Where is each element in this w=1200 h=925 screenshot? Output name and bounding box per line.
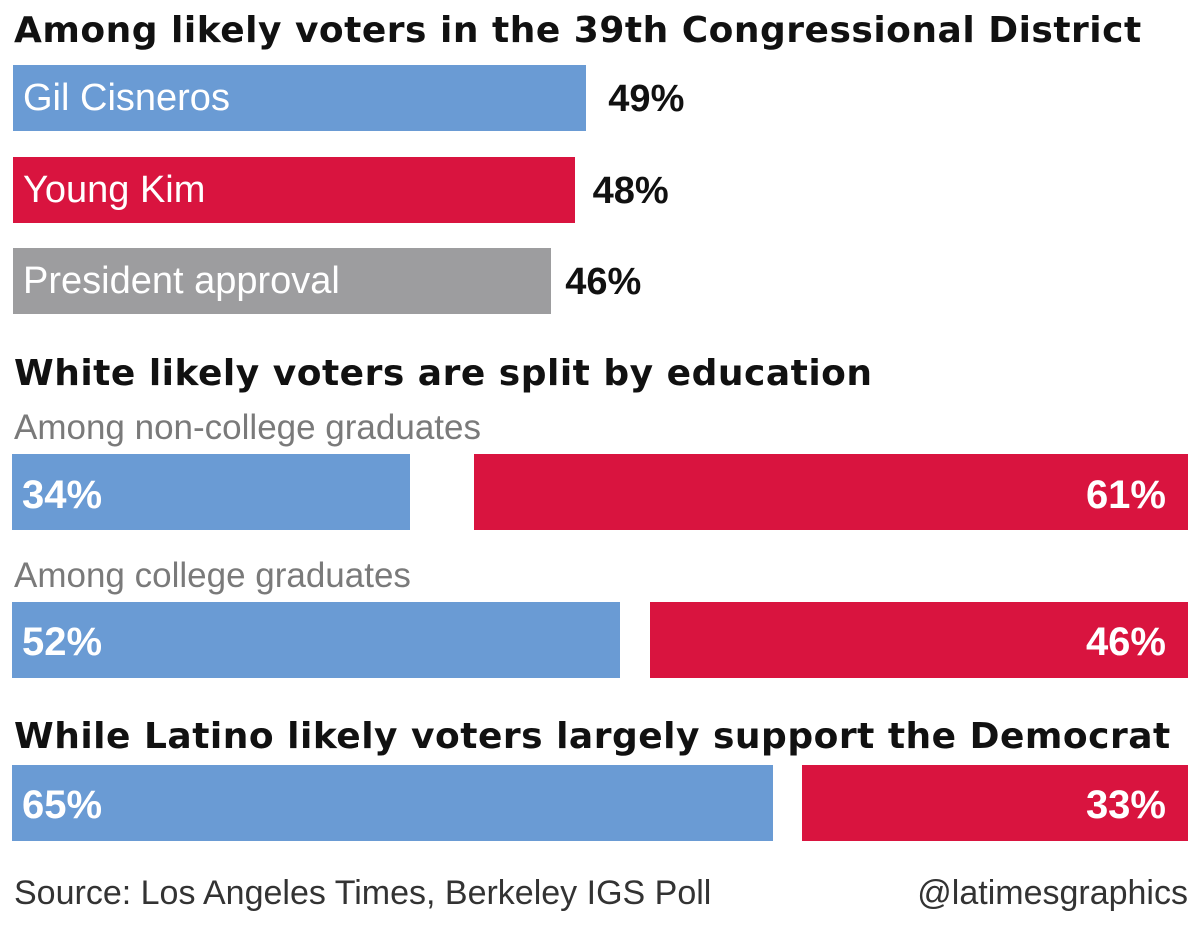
value-college-democrat: 52%: [22, 620, 103, 664]
subtitle-non-college: Among non-college graduates: [14, 408, 481, 447]
value-president-approval: 46%: [565, 261, 642, 303]
bar-label-gil-cisneros: Gil Cisneros: [23, 77, 230, 119]
value-young-kim: 48%: [592, 170, 669, 212]
bar-college-democrat: [12, 602, 621, 678]
bar-president-approval: [13, 248, 552, 314]
bar-non-college-republican: [474, 454, 1188, 530]
section-3-title: While Latino likely voters largely suppo…: [14, 716, 1171, 757]
bar-college-republican: [649, 602, 1188, 678]
bar-latino-republican: [801, 765, 1188, 841]
source-note: Source: Los Angeles Times, Berkeley IGS …: [14, 874, 712, 912]
value-non-college-democrat: 34%: [22, 473, 103, 517]
bar-gil-cisneros: [13, 65, 587, 131]
bar-label-young-kim: Young Kim: [23, 169, 206, 211]
bar-label-president-approval: President approval: [23, 260, 340, 302]
credit-handle: @latimesgraphics: [917, 874, 1188, 912]
value-latino-republican: 33%: [1085, 783, 1166, 827]
bar-young-kim: [13, 157, 575, 223]
bar-latino-democrat: [12, 765, 773, 841]
value-college-republican: 46%: [1085, 620, 1166, 664]
value-gil-cisneros: 49%: [608, 78, 685, 120]
value-latino-democrat: 65%: [22, 783, 103, 827]
section-1-title: Among likely voters in the 39th Congress…: [14, 10, 1142, 51]
bar-non-college-democrat: [12, 454, 410, 530]
value-non-college-republican: 61%: [1085, 473, 1166, 517]
subtitle-college: Among college graduates: [14, 556, 411, 595]
section-2-title: White likely voters are split by educati…: [14, 353, 873, 394]
